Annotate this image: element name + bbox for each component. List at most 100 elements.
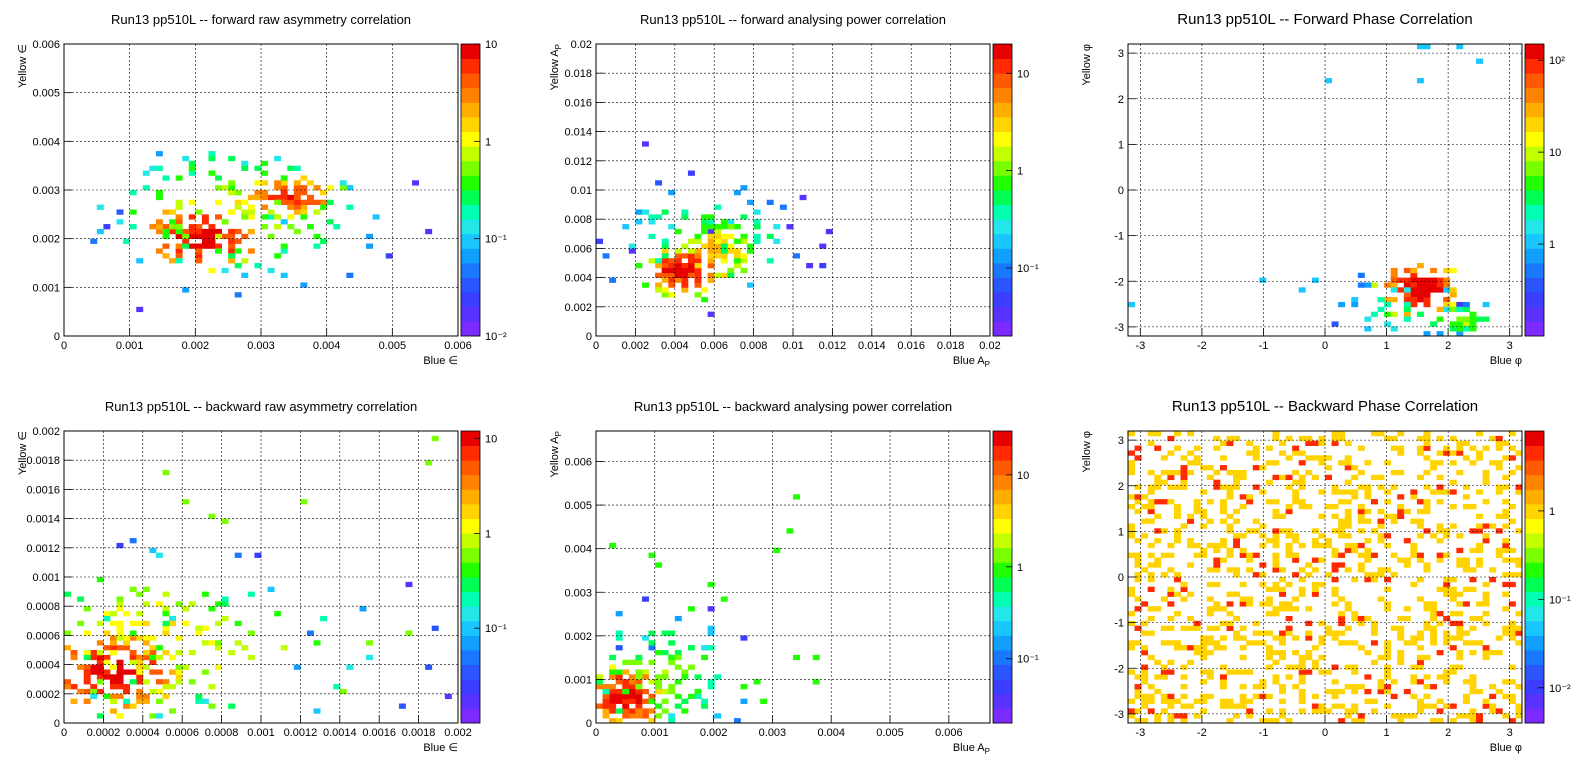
heatmap-bin [1357,615,1365,622]
heatmap-bin [123,688,131,695]
heatmap-bin [694,282,702,288]
x-tick-label: 0.003 [247,340,275,352]
heatmap-bin [1193,625,1201,631]
y-tick-label: 0.002 [564,302,592,314]
heatmap-bin [1338,718,1346,724]
x-axis-label: Blue φ [1490,742,1522,754]
x-tick-label: 0.0004 [126,727,160,739]
heatmap-bin [155,601,163,607]
heatmap-bin [1502,513,1510,519]
heatmap-bin [1397,718,1405,724]
heatmap-bin [1495,484,1503,490]
heatmap-bin [1226,484,1234,490]
heatmap-bin [628,674,636,680]
heatmap-bin [1272,650,1280,656]
heatmap-bin [320,615,328,622]
heatmap-bin [1351,301,1359,308]
heatmap-bin [175,664,183,670]
heatmap-bin [1390,513,1398,519]
heatmap-bin [1508,620,1516,627]
heatmap-bin [274,214,282,220]
heatmap-bin [1449,306,1457,313]
heatmap-bin [1430,615,1438,622]
heatmap-bin [1252,640,1260,646]
heatmap-bin [661,674,669,680]
heatmap-bin [1403,508,1411,515]
heatmap-bin [1128,431,1135,437]
heatmap-bin [1416,533,1424,539]
heatmap-bin [1298,504,1306,510]
heatmap-bin [169,258,177,264]
heatmap-bin [1423,44,1431,50]
y-tick-label: 0.003 [564,587,592,599]
heatmap-bin [1252,518,1260,524]
heatmap-bin [1259,581,1267,588]
heatmap-bin [793,494,800,500]
heatmap-bin [668,292,676,298]
heatmap-bin [1134,684,1142,690]
heatmap-bin [83,606,91,612]
heatmap-bin [1377,538,1385,544]
heatmap-bin [228,238,236,244]
heatmap-bin [1279,630,1286,636]
heatmap-bin [320,199,328,205]
heatmap-bin [1213,625,1221,631]
heatmap-bin [1430,640,1438,646]
heatmap-bin [169,224,177,230]
heatmap-bin [1128,504,1135,510]
heatmap-bin [267,209,275,215]
heatmap-bin [1292,596,1300,602]
heatmap-bin [1298,659,1306,665]
heatmap-bin [1141,650,1149,656]
heatmap-bin [674,615,682,622]
heatmap-bin [169,708,177,714]
x-tick-label: 0.006 [700,340,728,352]
heatmap-bin [681,267,689,274]
heatmap-bin [1416,679,1424,685]
heatmap-bin [1384,586,1392,592]
heatmap-bin [103,224,111,230]
heatmap-bin [1443,581,1451,588]
heatmap-bin [234,199,242,205]
heatmap-bin [1259,572,1267,578]
heatmap-bin [1279,635,1286,641]
heatmap-bin [1141,620,1149,627]
heatmap-bin [215,640,222,646]
heatmap-bin [1364,494,1372,500]
heatmap-bin [96,228,104,235]
heatmap-bin [1351,465,1359,471]
heatmap-bin [622,224,630,230]
heatmap-bin [1351,708,1359,714]
heatmap-bin [188,233,196,240]
heatmap-bin [1279,591,1286,597]
heatmap-bin [641,282,649,288]
y-tick-label: 0.0016 [26,484,60,496]
heatmap-bin [1147,552,1155,558]
heatmap-bin [1226,552,1234,558]
heatmap-bin [1298,474,1306,481]
colorbar-tick-label: 10⁻² [485,331,507,343]
heatmap-bin [1508,581,1516,588]
heatmap-bin [162,175,170,181]
heatmap-bin [1206,669,1214,675]
x-tick-label: 0.0008 [205,727,239,739]
heatmap-bin [1311,586,1319,592]
heatmap-bin [1462,698,1470,704]
heatmap-bin [1173,431,1181,437]
heatmap-bin [201,228,209,235]
heatmap-bin [701,214,709,220]
colorbar-swatch [1525,190,1544,205]
y-tick-label: 0.02 [571,39,592,51]
heatmap-bin [306,199,314,205]
heatmap-bin [1285,615,1293,622]
heatmap-bin [182,233,190,240]
heatmap-bin [1469,708,1477,714]
heatmap-bin [1351,718,1359,724]
heatmap-bin [175,635,183,641]
heatmap-bin [701,224,709,230]
x-tick-label: 0.004 [661,340,689,352]
heatmap-bin [596,674,603,680]
heatmap-bin [1246,713,1254,719]
heatmap-bin [661,698,669,704]
heatmap-bin [1285,718,1293,724]
